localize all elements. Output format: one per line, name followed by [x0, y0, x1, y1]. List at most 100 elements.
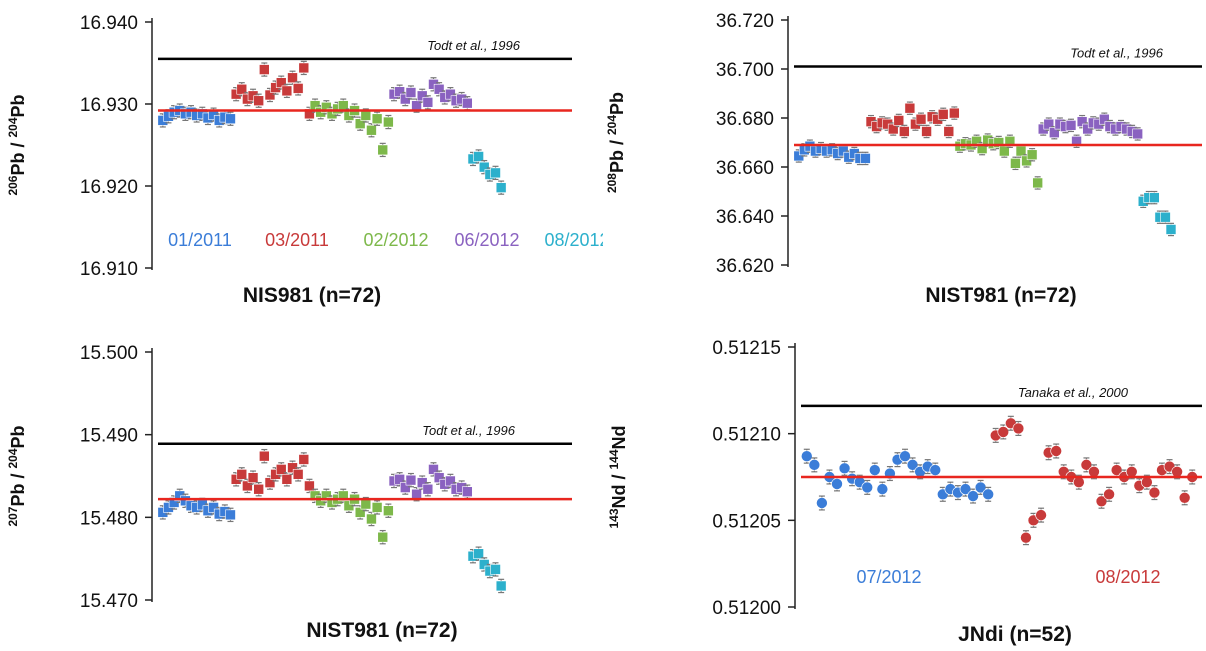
data-point: [462, 486, 473, 498]
y-tick-label: 0.51205: [712, 511, 781, 532]
chart-title: NIST981 (n=72): [306, 619, 457, 642]
data-point: [982, 488, 994, 501]
data-point: [445, 475, 456, 487]
data-point: [1125, 466, 1138, 478]
data-point: [253, 483, 264, 495]
data-point: [1148, 486, 1161, 499]
period-label: 06/2012: [454, 230, 519, 250]
data-point: [281, 85, 293, 97]
data-point: [242, 480, 253, 492]
y-tick-label: 15.490: [80, 426, 138, 447]
data-point: [495, 580, 507, 592]
data-point: [354, 118, 366, 129]
data-point: [304, 480, 315, 492]
data-point: [394, 86, 405, 97]
period-label: 07/2012: [856, 567, 921, 587]
period-label: 08/2012: [544, 230, 603, 250]
data-point: [264, 477, 276, 488]
data-point: [899, 450, 911, 462]
data-point: [337, 490, 349, 502]
reference-label: Todt et al., 1996: [1070, 46, 1164, 61]
data-point: [473, 151, 484, 162]
reference-label: Tanaka et al., 2000: [1018, 385, 1129, 400]
data-point: [1149, 192, 1160, 203]
chart-panel-143nd-144nd: JNdi (n=52) 0.51200 0.51205 0.51210 0.51215…: [607, 338, 1202, 646]
data-point: [383, 116, 394, 128]
data-point: [377, 144, 389, 156]
data-point: [1103, 488, 1115, 501]
y-tick-label: 16.940: [80, 13, 138, 34]
data-point: [1141, 476, 1153, 488]
data-point: [993, 137, 1005, 148]
y-axis-title: 206Pb / 204Pb: [6, 94, 28, 195]
data-point: [275, 77, 287, 88]
data-point: [247, 472, 259, 483]
data-point: [422, 97, 434, 108]
data-point: [225, 113, 236, 125]
period-label: 02/2012: [363, 230, 428, 250]
data-point: [1160, 211, 1171, 223]
y-tick-label: 36.660: [716, 158, 774, 179]
data-point: [943, 126, 955, 137]
chart-panel-208pb-204pb: NIST981 (n=72) 36.620 36.640 36.660 36.680 3…: [605, 11, 1202, 307]
data-point: [899, 126, 910, 137]
data-point: [264, 89, 276, 101]
chart-panel-206pb-204pb: NIS981 (n=72) 16.910 16.920 16.930 16.940 20…: [6, 13, 603, 307]
data-point: [949, 107, 960, 119]
data-point: [478, 161, 490, 173]
data-point: [399, 482, 411, 493]
y-tick-label: 16.910: [80, 259, 138, 280]
y-tick-label: 36.640: [716, 207, 774, 228]
data-point: [405, 474, 417, 486]
data-point: [976, 143, 988, 154]
data-point: [1088, 466, 1100, 478]
data-point: [462, 97, 473, 109]
data-point: [287, 72, 298, 84]
data-point: [292, 469, 304, 480]
chart-title: NIS981 (n=72): [243, 284, 381, 307]
chart-panel-207pb-204pb: NIST981 (n=72) 15.470 15.480 15.490 15.500 2…: [6, 343, 572, 642]
data-point: [1073, 476, 1085, 488]
data-point: [383, 505, 394, 517]
data-point: [377, 531, 389, 543]
data-point: [831, 478, 843, 490]
data-point: [490, 564, 501, 575]
data-point: [433, 83, 445, 95]
data-point: [253, 95, 264, 107]
data-point: [394, 474, 405, 485]
data-point: [225, 509, 236, 521]
data-point: [1050, 445, 1062, 457]
data-point: [1071, 135, 1082, 147]
reference-label: Todt et al., 1996: [427, 38, 521, 53]
period-label: 08/2012: [1095, 567, 1160, 587]
data-point: [366, 124, 377, 136]
data-point: [876, 483, 889, 495]
data-point: [1178, 492, 1191, 504]
data-point: [921, 126, 932, 137]
y-axis-title: 208Pb / 204Pb: [605, 92, 627, 193]
y-tick-label: 16.920: [80, 177, 138, 198]
y-tick-label: 0.51210: [712, 425, 781, 446]
data-point: [360, 498, 372, 510]
data-point: [1020, 531, 1032, 544]
y-tick-label: 36.700: [716, 60, 774, 81]
data-point: [1049, 127, 1060, 138]
y-tick-label: 0.51215: [712, 338, 781, 359]
data-point: [298, 454, 310, 465]
data-point: [259, 64, 270, 75]
data-point: [1165, 224, 1177, 235]
data-point: [473, 548, 484, 560]
data-point: [904, 102, 916, 114]
data-point: [1035, 509, 1047, 521]
data-point: [893, 115, 905, 126]
data-point: [800, 450, 813, 462]
data-point: [298, 62, 310, 74]
chart-title: JNdi (n=52): [958, 623, 1072, 646]
y-tick-label: 15.500: [80, 343, 138, 364]
data-point: [887, 123, 899, 135]
data-point: [495, 182, 507, 193]
data-point: [354, 507, 366, 518]
data-point: [1171, 466, 1183, 478]
y-tick-label: 36.680: [716, 109, 774, 130]
data-point: [1043, 118, 1055, 130]
